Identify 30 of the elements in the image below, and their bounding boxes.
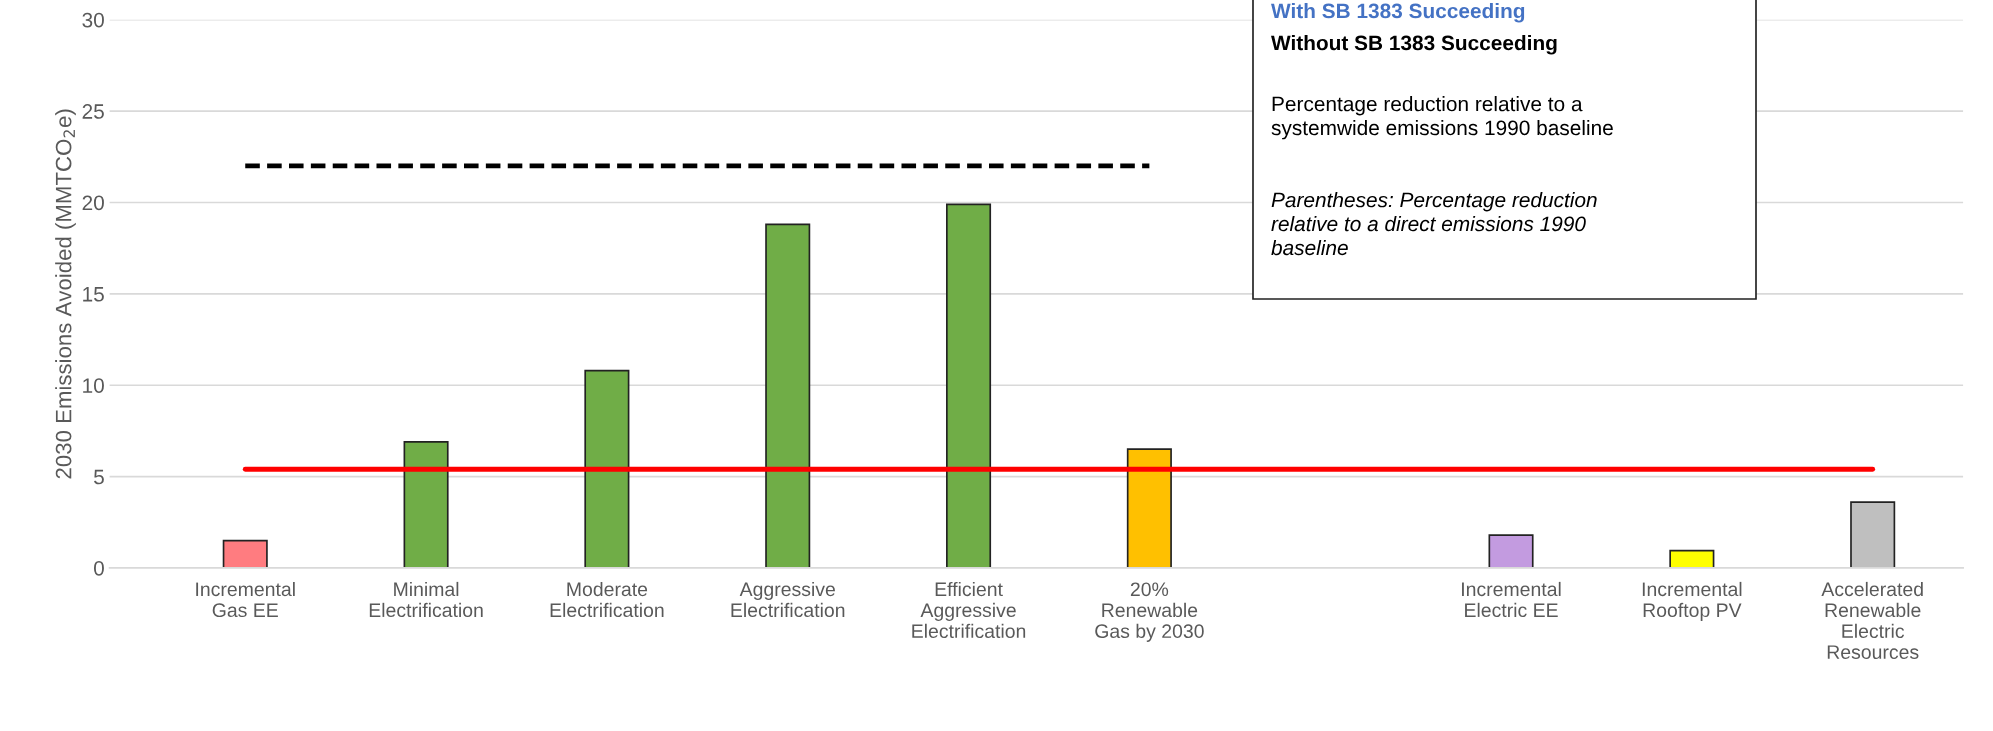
y-tick-label: 25 <box>82 104 104 119</box>
x-tick-label: Minimal Electrification <box>369 581 483 618</box>
x-tick-label: Incremental Electric EE <box>1462 581 1561 618</box>
annotation: With SB 1383 Succeeding <box>1271 3 1525 23</box>
x-tick-label: Incremental Rooftop PV <box>1642 581 1742 621</box>
y-axis-title: 2030 Emissions Avoided (MMTCO$_{2}$e) <box>55 109 76 479</box>
y-tick-label: 5 <box>94 469 104 485</box>
y-tick-label: 10 <box>83 378 104 393</box>
y-tick-label: 15 <box>83 287 104 302</box>
bar <box>765 223 811 568</box>
bar <box>1488 534 1534 568</box>
bar <box>1669 549 1715 568</box>
bar <box>584 369 630 568</box>
x-tick-label: Aggressive Electrification <box>731 581 845 618</box>
x-tick-label: Moderate Electrification <box>550 581 664 618</box>
x-tick-label: Incremental Gas EE <box>196 581 295 618</box>
bar <box>403 441 449 568</box>
x-tick-label: Accelerated Renewable Electric Resources <box>1821 581 1923 659</box>
y-tick-label: 0 <box>93 560 104 576</box>
x-tick-label: Efficient Aggressive Electrification <box>912 581 1026 639</box>
annotation: Percentage reduction relative to a systemwide emissions 1990 baseline <box>1271 96 1613 140</box>
x-tick-label: 20% Renewable Gas by 2030 <box>1095 582 1204 642</box>
y-tick-label: 20 <box>82 195 104 211</box>
annotation: Without SB 1383 Succeeding <box>1271 35 1557 55</box>
bar <box>1126 448 1172 568</box>
annotation: Parentheses: Percentage reduction relative to a direct emissions 1990 baseline <box>1271 192 1597 256</box>
bar <box>1850 501 1896 568</box>
bar <box>222 539 268 568</box>
y-tick-label: 30 <box>82 12 104 28</box>
bar <box>946 203 992 568</box>
